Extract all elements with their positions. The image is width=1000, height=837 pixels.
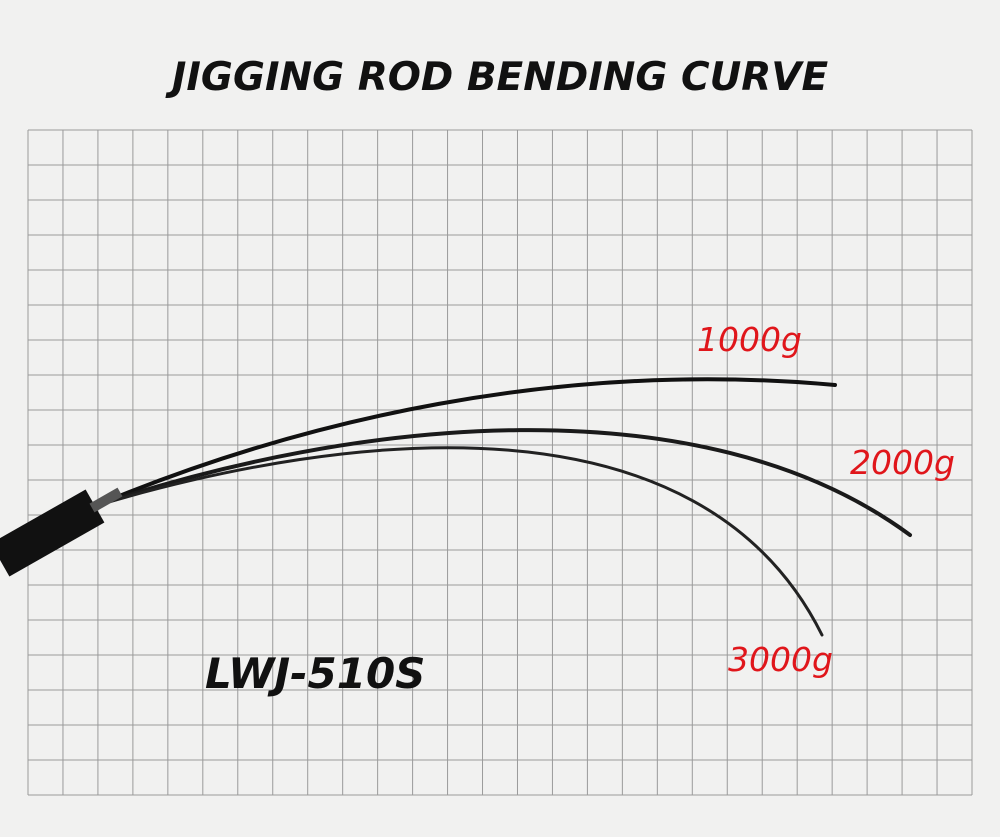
curve-label: 1000g: [697, 320, 802, 359]
model-name: LWJ-510S: [205, 649, 425, 698]
rod-1000g: [93, 377, 837, 508]
rod-ferrule: [89, 487, 123, 513]
curve-label: 2000g: [850, 443, 955, 482]
rod-3000g: [93, 446, 824, 637]
rods: [0, 377, 912, 637]
curve-label: 3000g: [728, 640, 833, 679]
title: JIGGING ROD BENDING CURVE: [165, 55, 829, 100]
rod-2000g: [93, 428, 912, 537]
rod-handle: [0, 489, 105, 577]
